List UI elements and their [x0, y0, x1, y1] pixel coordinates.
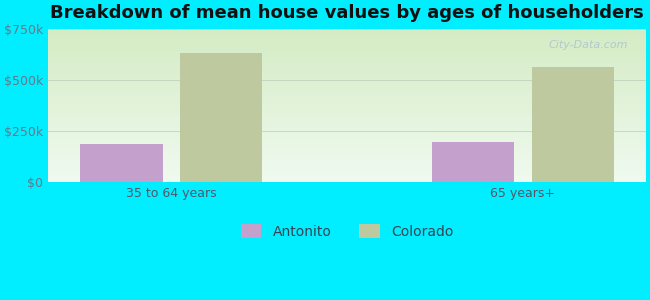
- Text: City-Data.com: City-Data.com: [549, 40, 628, 50]
- Title: Breakdown of mean house values by ages of householders: Breakdown of mean house values by ages o…: [50, 4, 644, 22]
- Bar: [180, 53, 262, 182]
- Legend: Antonito, Colorado: Antonito, Colorado: [240, 224, 454, 239]
- Bar: [432, 142, 514, 182]
- Bar: [532, 67, 614, 182]
- Bar: [81, 144, 162, 182]
